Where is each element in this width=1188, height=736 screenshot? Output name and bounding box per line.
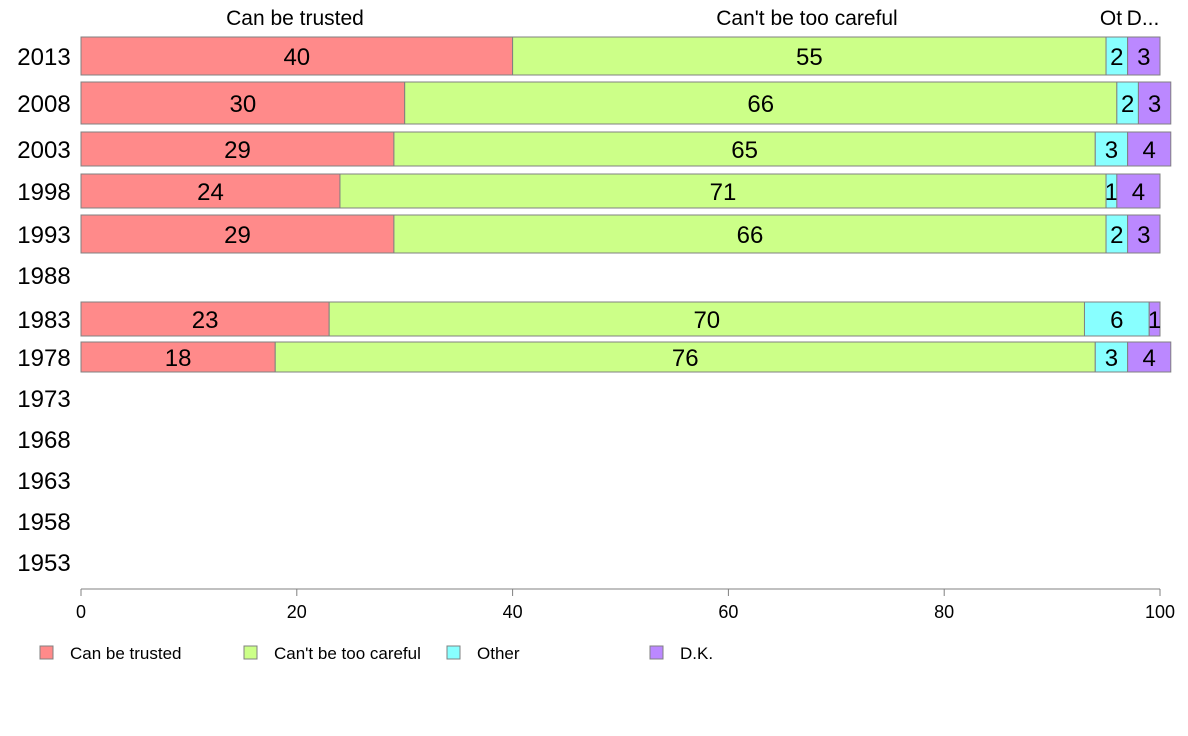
bar-label-2008-d-k: 3 bbox=[1148, 91, 1161, 118]
bar-1993-d-k bbox=[1127, 214, 1161, 254]
bar-label-1983-can-t-be-too-careful: 70 bbox=[693, 307, 720, 334]
year-label-1958: 1958 bbox=[17, 509, 70, 536]
bar-label-2003-can-be-trusted: 29 bbox=[224, 137, 251, 164]
year-label-2003: 2003 bbox=[17, 137, 70, 164]
x-tick-label-0: 0 bbox=[76, 602, 86, 622]
bar-label-2008-can-t-be-too-careful: 66 bbox=[747, 91, 774, 118]
bar-1983-can-t-be-too-careful bbox=[328, 301, 1085, 337]
bar-2008-can-be-trusted bbox=[80, 81, 406, 125]
year-label-1998: 1998 bbox=[17, 179, 70, 206]
x-tick-label-80: 80 bbox=[934, 602, 954, 622]
bar-label-1978-d-k: 4 bbox=[1143, 345, 1156, 372]
x-tick-label-20: 20 bbox=[287, 602, 307, 622]
year-label-1988: 1988 bbox=[17, 263, 70, 290]
bar-2008-d-k bbox=[1137, 81, 1172, 125]
bar-label-1983-other: 6 bbox=[1110, 307, 1123, 334]
bar-1993-can-t-be-too-careful bbox=[393, 214, 1107, 254]
bar-label-2008-other: 2 bbox=[1121, 91, 1134, 118]
legend-label-other: Other bbox=[477, 644, 520, 663]
bar-2003-d-k bbox=[1127, 131, 1172, 167]
bar-label-1998-can-t-be-too-careful: 71 bbox=[710, 179, 737, 206]
legend-item-can-be-trusted: Can be trusted bbox=[39, 644, 182, 663]
bar-1998-can-be-trusted bbox=[80, 173, 341, 209]
bars: 40 55 2 330 66 2 329 65 3 424 71 1 429 66 2 323 70 6 118 76… bbox=[80, 36, 1172, 373]
bar-2003-can-t-be-too-careful bbox=[393, 131, 1096, 167]
bar-label-2003-d-k: 4 bbox=[1143, 137, 1156, 164]
column-header-can-be-trusted: Can be trusted bbox=[226, 7, 364, 30]
bar-label-1993-d-k: 3 bbox=[1137, 222, 1150, 249]
column-headers: Can be trusted Can't be too careful Ot D... bbox=[226, 7, 1159, 30]
legend-swatch-d-k bbox=[649, 645, 664, 660]
bar-1998-d-k bbox=[1116, 173, 1161, 209]
year-label-2013: 2013 bbox=[17, 44, 70, 71]
bar-1983-other bbox=[1083, 301, 1150, 337]
x-tick-label-100: 100 bbox=[1145, 602, 1175, 622]
column-header-d: D... bbox=[1127, 7, 1160, 30]
bar-label-1978-can-be-trusted: 18 bbox=[165, 345, 192, 372]
bar-label-2013-can-t-be-too-careful: 55 bbox=[796, 44, 823, 71]
bar-1983-d-k bbox=[1148, 301, 1161, 337]
year-label-1978: 1978 bbox=[17, 345, 70, 372]
bar-2008-can-t-be-too-careful bbox=[404, 81, 1118, 125]
bar-label-1993-can-be-trusted: 29 bbox=[224, 222, 251, 249]
bar-1978-d-k bbox=[1127, 341, 1172, 373]
bar-label-1998-d-k: 4 bbox=[1132, 179, 1145, 206]
bar-2013-d-k bbox=[1127, 36, 1161, 76]
year-label-1963: 1963 bbox=[17, 468, 70, 495]
x-tick-label-40: 40 bbox=[503, 602, 523, 622]
legend-swatch-can-t-be-too-careful bbox=[243, 645, 258, 660]
x-axis: 0 20 40 60 80 100 bbox=[76, 588, 1175, 622]
x-tick-label-60: 60 bbox=[718, 602, 738, 622]
legend-item-other: Other bbox=[446, 644, 520, 663]
bar-1978-other bbox=[1094, 341, 1129, 373]
legend: Can be trusted Can't be too careful Other D… bbox=[39, 644, 713, 663]
bar-2013-can-be-trusted bbox=[80, 36, 514, 76]
bar-label-2013-d-k: 3 bbox=[1137, 44, 1150, 71]
bar-label-1978-other: 3 bbox=[1105, 345, 1118, 372]
bar-label-1993-can-t-be-too-careful: 66 bbox=[737, 222, 764, 249]
legend-label-can-be-trusted: Can be trusted bbox=[70, 644, 182, 663]
bar-label-1993-other: 2 bbox=[1110, 222, 1123, 249]
legend-label-d-k: D.K. bbox=[680, 644, 713, 663]
bar-label-2003-can-t-be-too-careful: 65 bbox=[731, 137, 758, 164]
year-label-1968: 1968 bbox=[17, 427, 70, 454]
year-label-1983: 1983 bbox=[17, 307, 70, 334]
bar-1993-can-be-trusted bbox=[80, 214, 395, 254]
bar-label-2013-can-be-trusted: 40 bbox=[283, 44, 310, 71]
legend-swatch-other bbox=[446, 645, 461, 660]
bar-label-2013-other: 2 bbox=[1110, 44, 1123, 71]
year-label-1953: 1953 bbox=[17, 550, 70, 577]
bar-2013-can-t-be-too-careful bbox=[512, 36, 1107, 76]
bar-label-1998-can-be-trusted: 24 bbox=[197, 179, 224, 206]
bar-label-2008-can-be-trusted: 30 bbox=[229, 91, 256, 118]
bar-1998-can-t-be-too-careful bbox=[339, 173, 1107, 209]
year-label-1973: 1973 bbox=[17, 386, 70, 413]
legend-swatch-can-be-trusted bbox=[39, 645, 54, 660]
year-label-1993: 1993 bbox=[17, 222, 70, 249]
legend-item-can-t-be-too-careful: Can't be too careful bbox=[243, 644, 421, 663]
column-header-can-t-be-too-careful: Can't be too careful bbox=[716, 7, 897, 30]
year-labels: 2013 2008 2003 1998 1993 1988 1983 1978 1973 1968… bbox=[17, 44, 70, 577]
bar-label-1998-other: 1 bbox=[1105, 179, 1118, 206]
bar-1978-can-t-be-too-careful bbox=[274, 341, 1096, 373]
bar-label-2003-other: 3 bbox=[1105, 137, 1118, 164]
column-header-ot: Ot bbox=[1100, 7, 1122, 30]
legend-label-can-t-be-too-careful: Can't be too careful bbox=[274, 644, 421, 663]
bar-label-1983-can-be-trusted: 23 bbox=[192, 307, 219, 334]
legend-item-d-k: D.K. bbox=[649, 644, 713, 663]
bar-label-1978-can-t-be-too-careful: 76 bbox=[672, 345, 699, 372]
year-label-2008: 2008 bbox=[17, 91, 70, 118]
bar-2003-other bbox=[1094, 131, 1129, 167]
bar-label-1983-d-k: 1 bbox=[1148, 307, 1161, 334]
bar-2003-can-be-trusted bbox=[80, 131, 395, 167]
